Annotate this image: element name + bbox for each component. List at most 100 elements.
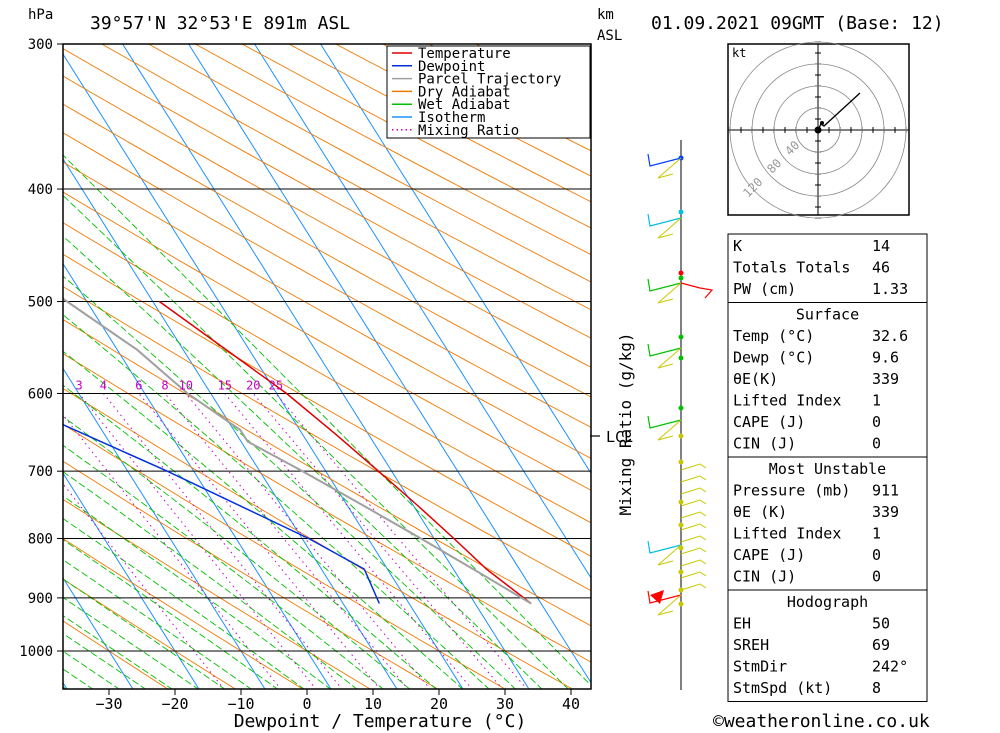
wet-adiabat-line xyxy=(63,384,437,689)
dry-adiabat-line xyxy=(241,44,591,229)
dry-adiabat-line xyxy=(147,44,591,283)
pressure-axis: 300 400 500 600 700 800 900 1000 xyxy=(19,37,63,660)
pressure-tick-label: 900 xyxy=(28,591,53,607)
dry-adiabat-line xyxy=(63,191,591,491)
index-label: Temp (°C) xyxy=(733,327,814,345)
mixing-ratio-value: 15 xyxy=(218,379,232,393)
hodograph-unit: kt xyxy=(732,46,746,60)
storm-motion-barb xyxy=(657,282,682,304)
pressure-tick-label: 600 xyxy=(28,386,53,402)
wet-adiabat-line xyxy=(63,668,94,689)
storm-motion-barb xyxy=(680,475,707,483)
hodograph-origin xyxy=(814,126,822,134)
wet-adiabat-line xyxy=(63,235,543,689)
temperature-axis: −30 −20 −10 0 10 20 30 40 xyxy=(95,689,580,713)
mixing-ratio-line xyxy=(103,393,343,689)
dry-adiabat-line xyxy=(194,44,591,256)
dry-adiabat-line xyxy=(63,161,591,459)
wind-barb xyxy=(647,343,682,357)
index-value: 1.33 xyxy=(872,280,908,298)
credit-label: ©weatheronline.co.uk xyxy=(713,711,930,732)
asl-label: ASL xyxy=(597,28,622,44)
wind-level-dot xyxy=(678,334,684,340)
pressure-tick-label: 400 xyxy=(28,182,53,198)
index-value: 0 xyxy=(872,413,881,431)
datetime-label: 01.09.2021 09GMT (Base: 12) xyxy=(651,13,944,34)
storm-motion-barb xyxy=(680,583,707,591)
index-label: CAPE (J) xyxy=(733,546,805,564)
legend-label: Wet Adiabat xyxy=(418,97,511,113)
pressure-unit-label: hPa xyxy=(28,7,53,23)
hodograph-stats-box xyxy=(727,589,928,702)
temperature-tick-label: 0 xyxy=(302,695,311,713)
hodograph-ring xyxy=(795,107,841,153)
storm-motion-barb xyxy=(657,419,682,441)
isotherm-line xyxy=(63,577,134,689)
hodograph-ring xyxy=(751,63,885,197)
dry-adiabat-line xyxy=(63,460,439,689)
index-value: 14 xyxy=(872,237,890,255)
wind-level-dot xyxy=(678,459,684,465)
location-label: 39°57'N 32°53'E 891m ASL xyxy=(90,13,350,34)
storm-motion-barb xyxy=(680,523,707,531)
hodograph-stats-title: Hodograph xyxy=(787,593,868,611)
isotherm-line xyxy=(63,681,68,689)
index-value: 9.6 xyxy=(872,349,899,367)
index-value: 0 xyxy=(872,546,881,564)
storm-motion-barb xyxy=(680,487,707,495)
pressure-tick-label: 800 xyxy=(28,531,53,547)
dry-adiabat-line xyxy=(63,103,591,398)
storm-motion-barb xyxy=(657,594,682,616)
isotherm-line xyxy=(187,44,591,684)
storm-motion-barb xyxy=(657,157,682,179)
index-label: CAPE (J) xyxy=(733,413,805,431)
wet-adiabat-line xyxy=(63,471,358,689)
index-label: Pressure (mb) xyxy=(733,482,850,500)
wind-level-dot xyxy=(678,569,684,575)
pressure-tick-label: 300 xyxy=(28,37,53,53)
mixing-ratio-labels: 3 4 6 8 10 15 20 25 xyxy=(75,379,283,393)
wind-barb xyxy=(647,415,682,429)
dry-adiabat-line xyxy=(100,44,591,311)
parcel-trajectory-series-line xyxy=(63,297,532,605)
totals-box xyxy=(727,233,928,303)
wind-barb xyxy=(647,590,682,604)
wind-level-dot xyxy=(678,355,684,361)
dry-adiabat-line xyxy=(63,423,507,689)
index-label: Lifted Index xyxy=(733,392,841,410)
index-value: 0 xyxy=(872,568,881,586)
dry-adiabat-line xyxy=(63,48,591,339)
isotherm-line xyxy=(63,262,332,689)
dry-adiabat-line xyxy=(63,353,591,663)
index-label: θE(K) xyxy=(733,370,778,388)
lcl-label: LCL xyxy=(606,428,633,446)
wet-adiabat-line xyxy=(63,597,200,689)
index-label: K xyxy=(733,237,742,255)
mixing-ratio-value: 10 xyxy=(179,379,193,393)
dry-adiabat-line xyxy=(63,222,591,524)
index-label: StmSpd (kt) xyxy=(733,679,832,697)
temperature-tick-label: 30 xyxy=(496,695,514,713)
wind-barb xyxy=(647,278,682,292)
isotherm-line xyxy=(319,44,591,475)
legend-label: Parcel Trajectory xyxy=(418,72,561,88)
wet-adiabat-line xyxy=(63,350,464,689)
wet-adiabat-line xyxy=(63,559,252,689)
legend-label: Dewpoint xyxy=(418,59,485,75)
mixing-ratio-value: 6 xyxy=(135,379,142,393)
index-value: 1 xyxy=(872,392,881,410)
storm-motion-barb xyxy=(657,544,682,566)
index-value: 46 xyxy=(872,259,890,277)
surface-box xyxy=(727,302,928,458)
wet-adiabat-line xyxy=(63,686,68,689)
storm-motion-barb xyxy=(657,347,682,369)
temperature-tick-label: 40 xyxy=(562,695,580,713)
wind-level-dot xyxy=(678,545,684,551)
wind-barb-flag xyxy=(680,282,714,299)
wet-adiabat-line xyxy=(63,275,517,689)
storm-motion-barb xyxy=(680,559,707,567)
storm-motion-barb xyxy=(680,571,707,579)
wet-adiabat-line xyxy=(63,650,120,689)
wind-level-dot xyxy=(678,601,684,607)
storm-motion-barb xyxy=(680,463,707,471)
